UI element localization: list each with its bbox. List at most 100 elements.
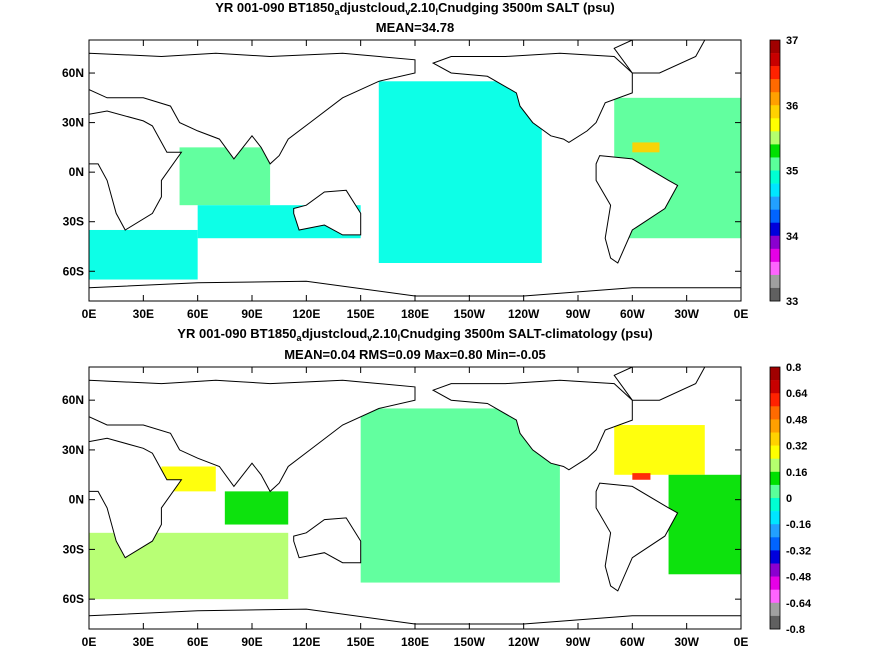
field-region [378, 81, 542, 264]
panel1-title: YR 001-090 BT1850adjustcloudv2.10lCnudgi… [215, 0, 615, 17]
field-region [614, 425, 705, 475]
land-outline [431, 52, 633, 143]
field-region [668, 474, 741, 575]
colorbar-swatch [770, 576, 780, 590]
colorbar-swatch [770, 118, 780, 132]
y-tick-label: 60S [63, 264, 84, 278]
x-tick-label: 0E [82, 307, 97, 321]
x-tick-label: 90W [566, 307, 591, 321]
colorbar-label: -0.16 [786, 519, 811, 531]
colorbar-swatch [770, 615, 780, 630]
x-tick-label: 150E [347, 307, 375, 321]
colorbar-swatch [770, 458, 780, 473]
x-tick-label: 180E [401, 635, 429, 649]
x-tick-label: 150W [454, 307, 486, 321]
x-tick-label: 150W [454, 635, 486, 649]
colorbar-frame [769, 366, 781, 630]
colorbar-swatch [770, 66, 780, 80]
colorbar-swatch [770, 406, 780, 420]
panel-2: 0E 30E 60E 90E 120E 150E 180E 150W 120W 90W 60W 30W… [62, 362, 812, 649]
land-outline [431, 379, 633, 471]
panel1-subtitle: MEAN=34.78 [375, 20, 455, 35]
colorbar-label: -0.64 [786, 598, 812, 610]
ocean-field [89, 367, 741, 629]
colorbar-label: 33 [786, 296, 798, 308]
field-region [632, 473, 651, 480]
panel-1: 0E 30E 60E 90E 120E 150E 180E 150W 120W 90W 60W 30W… [62, 35, 799, 321]
colorbar-swatch [770, 170, 780, 184]
colorbar-swatch [770, 432, 780, 446]
panel2-title: YR 001-090 BT1850adjustcloudv2.10lCnudgi… [177, 326, 653, 343]
x-tick-label: 30E [133, 635, 154, 649]
x-tick-label: 30W [674, 307, 699, 321]
colorbar-swatch [770, 550, 780, 564]
field-region [89, 229, 198, 280]
y-tick-label: 30S [63, 215, 84, 229]
colorbar-label: -0.8 [786, 624, 805, 636]
colorbar-label: 0.16 [786, 467, 807, 479]
x-tick-label: 90E [241, 635, 262, 649]
colorbar-swatch [770, 183, 780, 197]
x-tick-label: 120E [292, 635, 320, 649]
colorbar-swatch [770, 563, 780, 577]
land-outline [595, 482, 679, 592]
y-tick-label: 60S [63, 592, 84, 606]
colorbar-swatch [770, 524, 780, 538]
land-outline [613, 367, 706, 401]
colorbar-swatch [770, 53, 780, 67]
colorbar-swatch [770, 157, 780, 171]
colorbar-swatch [770, 471, 780, 486]
colorbar-swatch [770, 419, 780, 433]
colorbar-swatch [770, 131, 780, 145]
panel2-subtitle: MEAN=0.04 RMS=0.09 Max=0.80 Min=-0.05 [284, 347, 546, 362]
x-tick-label: 90E [241, 307, 262, 321]
colorbar-swatch [770, 498, 780, 512]
colorbar-swatch [770, 92, 780, 106]
x-tick-label: 120E [292, 307, 320, 321]
colorbar-swatch [770, 40, 780, 54]
land-outline [89, 437, 183, 559]
land-outline [595, 155, 679, 264]
x-tick-label: 60W [620, 635, 645, 649]
y-tick-label: 0N [69, 165, 84, 179]
colorbar-swatch [770, 484, 780, 499]
colorbar-swatch [770, 222, 780, 237]
colorbar-label: -0.32 [786, 545, 811, 557]
land-outline [89, 52, 416, 165]
colorbar-label: 35 [786, 166, 798, 178]
y-tick-label: 0N [69, 493, 84, 507]
field-region [179, 147, 271, 206]
colorbar-swatch [770, 287, 780, 302]
x-tick-label: 180E [401, 307, 429, 321]
x-tick-label: 60E [187, 307, 208, 321]
colorbar-label: 0.48 [786, 414, 807, 426]
colorbar-swatch [770, 537, 780, 551]
colorbar-swatch [770, 209, 780, 223]
x-tick-label: 120W [508, 307, 540, 321]
colorbar-swatch [770, 511, 780, 525]
land-outline [613, 40, 706, 74]
colorbar-swatch [770, 235, 780, 250]
colorbar-swatch [770, 196, 780, 210]
colorbar-label: 0.8 [786, 362, 801, 374]
x-tick-label: 60W [620, 307, 645, 321]
colorbar-label: 36 [786, 100, 798, 112]
colorbar-swatch [770, 105, 780, 119]
colorbar-swatch [770, 380, 780, 394]
y-tick-label: 60N [62, 393, 84, 407]
field-region [224, 491, 289, 525]
colorbar-frame [769, 39, 781, 302]
field-region [632, 142, 660, 153]
colorbar-swatch [770, 367, 780, 381]
y-tick-label: 30S [63, 542, 84, 556]
colorbar-swatch [770, 445, 780, 459]
x-tick-label: 30W [674, 635, 699, 649]
x-tick-label: 0E [734, 307, 749, 321]
y-tick-label: 30N [62, 443, 84, 457]
colorbar-label: 0 [786, 493, 792, 505]
colorbar-swatch [770, 79, 780, 93]
land-outline [293, 189, 362, 236]
colorbar-swatch [770, 393, 780, 407]
ocean-field [89, 40, 741, 301]
